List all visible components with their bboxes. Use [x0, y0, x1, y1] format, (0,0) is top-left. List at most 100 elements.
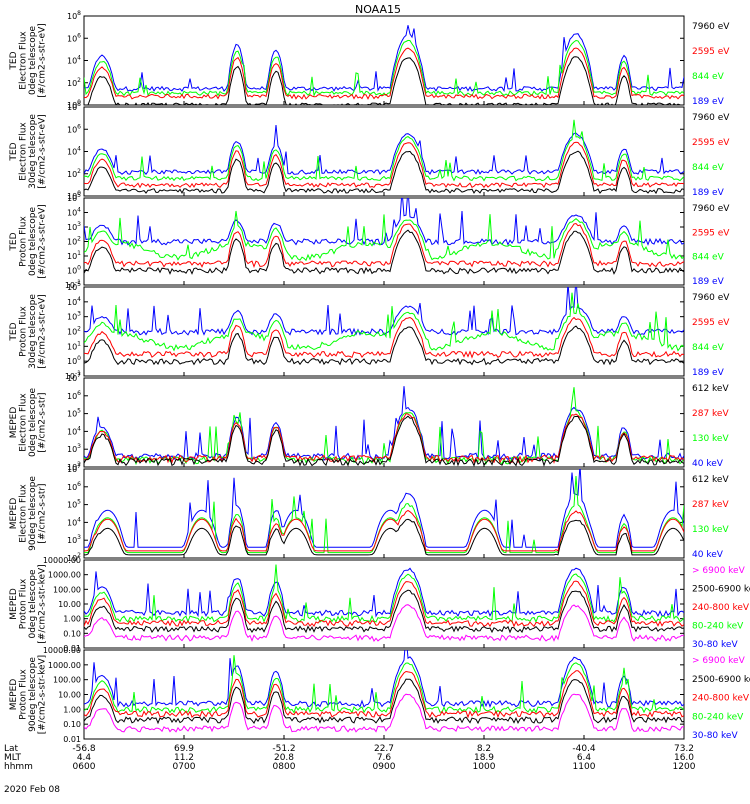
y-axis-label-line: [#/cm2-s-str-keV]: [37, 655, 47, 734]
y-axis-label-line: [#/cm2-s-str-eV]: [37, 23, 47, 98]
chart-title: NOAA15: [355, 3, 401, 16]
panel-frame: [83, 649, 685, 740]
y-tick-label: 105: [67, 408, 81, 419]
y-axis-label-line: [#/cm2-s-str-eV]: [37, 114, 47, 189]
legend-entry: 2595 eV: [692, 228, 730, 238]
legend-entry: 189 eV: [692, 188, 725, 198]
legend-entry: 844 eV: [692, 163, 725, 173]
y-tick-label: 100: [67, 355, 81, 366]
legend-entry: 80-240 keV: [692, 622, 744, 632]
series-line: [84, 386, 684, 462]
legend-entry: 30-80 keV: [692, 640, 738, 650]
legend-entry: 287 keV: [692, 409, 729, 419]
legend-entry: 7960 eV: [692, 22, 730, 32]
panel-4: 10-1 100 101 102 103 104 105 TED Proton Flux 30de…: [9, 281, 731, 381]
y-axis-label-line: MEPED: [9, 679, 19, 711]
series-line: [84, 25, 684, 93]
y-tick-label: 102: [67, 236, 81, 247]
y-tick-label: 105: [67, 499, 81, 510]
series-line: [84, 316, 684, 359]
series-line: [84, 124, 684, 176]
panel-7: 0.01 0.10 1.00 10.00 100.00 1000.00 10000.00 ME…: [9, 556, 750, 653]
series-line: [84, 604, 684, 642]
y-tick-label: 108: [67, 101, 81, 112]
x-tick-label: -56.8: [72, 744, 96, 754]
y-tick-label: 101: [67, 340, 81, 351]
date-label: 2020 Feb 08: [4, 785, 60, 795]
legend-entry: 189 eV: [692, 97, 725, 107]
panel-2: 100 102 104 106 108 TED Electron Flux 30deg tel…: [9, 101, 731, 201]
y-axis-label-line: Proton Flux: [18, 306, 28, 357]
y-axis-label-line: [#/cm2-s-str]: [37, 483, 47, 543]
legend-entry: 844 eV: [692, 72, 725, 82]
y-axis-label-line: 0deg telescope: [28, 388, 38, 458]
legend-entry: 189 eV: [692, 277, 725, 287]
y-axis-label-line: 90deg telescope: [28, 476, 38, 551]
y-tick-label: 1000.00: [48, 661, 81, 670]
y-axis-label-line: TED: [9, 142, 19, 161]
legend-entry: 40 keV: [692, 550, 724, 560]
legend-entry: 2595 eV: [692, 318, 730, 328]
series-line: [84, 287, 684, 336]
y-tick-label: 10.00: [58, 600, 81, 609]
y-axis-label-line: Electron Flux: [18, 31, 28, 90]
x-tick-label: 11.2: [174, 753, 194, 763]
legend-entry: 2500-6900 keV: [692, 675, 750, 685]
y-axis-label-line: Proton Flux: [18, 216, 28, 267]
series-line: [84, 564, 684, 624]
y-axis-label-line: [#/cm2-s-str-keV]: [37, 564, 47, 643]
legend-entry: 130 keV: [692, 434, 729, 444]
series-line: [84, 387, 684, 466]
legend-entry: 844 eV: [692, 253, 725, 263]
y-axis-label-line: TED: [9, 232, 19, 251]
y-tick-label: 107: [67, 463, 81, 474]
y-tick-label: 103: [67, 534, 81, 545]
legend-entry: 189 eV: [692, 368, 725, 378]
y-axis-label-line: 30deg telescope: [28, 294, 38, 369]
y-tick-label: 103: [67, 221, 81, 232]
y-tick-label: 1.00: [63, 615, 81, 624]
legend-entry: 612 keV: [692, 475, 729, 485]
panel-3: 10-1 100 101 102 103 104 105 TED Proton Flux 0deg…: [9, 192, 731, 290]
y-tick-label: 106: [67, 390, 81, 401]
y-tick-label: 10000.00: [43, 556, 81, 565]
y-axis-label-line: [#/cm2-s-str-eV]: [37, 294, 47, 369]
series-line: [84, 210, 684, 262]
y-tick-label: 104: [67, 425, 81, 436]
y-tick-label: 100: [67, 99, 81, 110]
y-tick-label: 106: [67, 123, 81, 134]
series-line: [84, 650, 684, 709]
series-line: [84, 670, 684, 719]
y-axis-label-line: [#/cm2-s-str-eV]: [37, 204, 47, 279]
y-tick-label: 0.01: [63, 735, 81, 744]
x-tick-label: 1100: [573, 762, 596, 772]
legend-entry: 844 eV: [692, 343, 725, 353]
x-tick-label: 0600: [73, 762, 96, 772]
x-tick-label: 0700: [173, 762, 196, 772]
y-tick-label: 103: [67, 311, 81, 322]
y-tick-label: 0.01: [63, 644, 81, 653]
y-tick-label: 102: [67, 552, 81, 563]
y-tick-label: 107: [67, 372, 81, 383]
panel-data: [84, 650, 684, 733]
x-axis-labels: LatMLThhmm-56.84.4060069.911.20700-51.22…: [4, 101, 696, 772]
panel-data: [84, 198, 684, 275]
series-line: [84, 229, 684, 275]
y-tick-label: 106: [67, 481, 81, 492]
series-line: [84, 141, 684, 189]
y-axis-label-line: [#/cm2-s-str]: [37, 392, 47, 452]
series-line: [85, 56, 681, 105]
y-axis-label-line: 0deg telescope: [28, 207, 38, 277]
x-tick-label: 22.7: [374, 744, 394, 754]
y-tick-label: 1.00: [63, 705, 81, 714]
series-line: [84, 292, 684, 352]
legend-entry: > 6900 keV: [692, 566, 746, 576]
panel-data: [84, 287, 684, 366]
series-line: [84, 222, 684, 269]
x-tick-label: 0800: [273, 762, 296, 772]
x-row-label: MLT: [4, 753, 22, 763]
y-tick-label: 100: [67, 190, 81, 201]
series-line: [84, 150, 684, 195]
series-line: [84, 119, 684, 182]
